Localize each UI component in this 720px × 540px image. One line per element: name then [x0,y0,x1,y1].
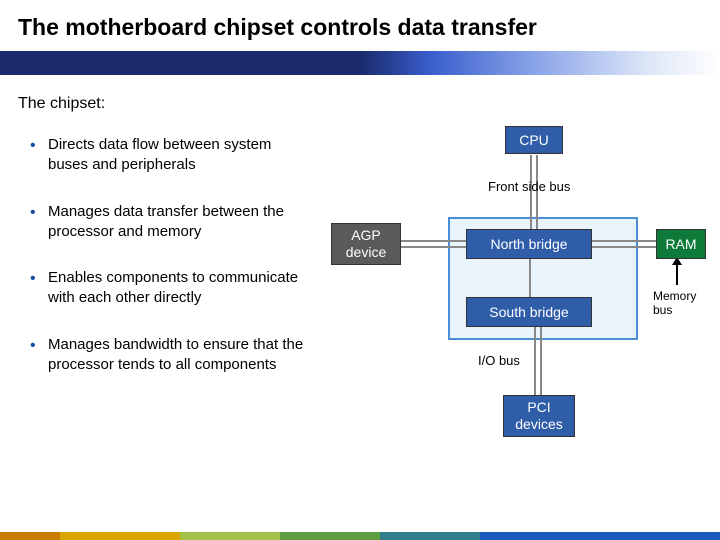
slide-title: The motherboard chipset controls data tr… [0,0,720,51]
connector-sb_pci [534,327,536,395]
footer-segment [0,532,60,540]
title-underline-bar [0,51,720,75]
content-area: The chipset: Directs data flow between s… [0,75,720,505]
footer-segment [380,532,480,540]
connector-nb_sb [529,259,531,297]
bullet-item: Manages data transfer between the proces… [30,202,313,243]
connector-nb_ram [592,240,656,242]
footer-color-bar [0,532,720,540]
bullet-list: Directs data flow between system buses a… [18,135,313,375]
node-northbridge: North bridge [466,229,592,259]
text-column: The chipset: Directs data flow between s… [18,95,323,505]
node-cpu: CPU [505,126,563,154]
label-fsb: Front side bus [488,179,570,194]
label-membus: Memory bus [653,289,696,317]
connector-sb_pci [540,327,542,395]
chipset-diagram: CPU AGP device North bridge RAM South bridge… [323,125,710,505]
footer-segment [280,532,380,540]
bullet-item: Enables components to communicate with e… [30,268,313,309]
node-southbridge: South bridge [466,297,592,327]
node-agp: AGP device [331,223,401,265]
bullet-item: Manages bandwidth to ensure that the pro… [30,335,313,376]
footer-segment [60,532,180,540]
connector-nb_ram [592,246,656,248]
subtitle: The chipset: [18,95,313,113]
node-pci: PCI devices [503,395,575,437]
label-iobus: I/O bus [478,353,520,368]
node-ram: RAM [656,229,706,259]
connector-agp_nb [401,246,466,248]
footer-segment [480,532,720,540]
bullet-item: Directs data flow between system buses a… [30,135,313,176]
connector-agp_nb [401,240,466,242]
footer-segment [180,532,280,540]
